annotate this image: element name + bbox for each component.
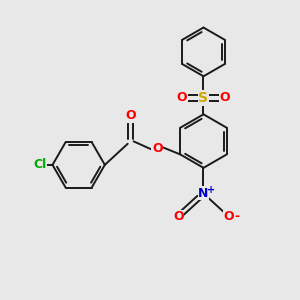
- Text: O: O: [125, 109, 136, 122]
- Text: -: -: [235, 210, 240, 223]
- Text: Cl: Cl: [33, 158, 47, 171]
- Text: O: O: [177, 92, 188, 104]
- Text: O: O: [152, 142, 163, 155]
- Text: N: N: [198, 187, 209, 200]
- Text: O: O: [173, 210, 184, 224]
- Text: O: O: [220, 92, 230, 104]
- Text: O: O: [224, 210, 234, 224]
- Text: S: S: [199, 91, 208, 105]
- Text: +: +: [207, 184, 215, 194]
